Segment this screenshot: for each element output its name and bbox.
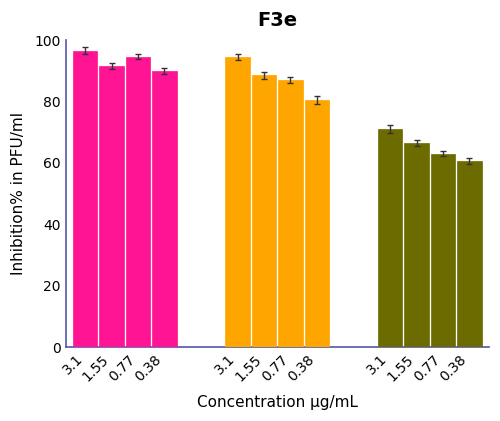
Bar <box>431 154 455 347</box>
Bar <box>126 57 150 347</box>
X-axis label: Concentration μg/mL: Concentration μg/mL <box>197 395 358 410</box>
Bar <box>404 143 428 347</box>
Y-axis label: Inhibition% in PFU/ml: Inhibition% in PFU/ml <box>11 112 26 275</box>
Bar <box>304 100 329 347</box>
Bar <box>278 80 302 347</box>
Bar <box>73 51 98 347</box>
Bar <box>152 71 176 347</box>
Bar <box>457 161 481 347</box>
Bar <box>100 66 124 347</box>
Bar <box>226 57 250 347</box>
Bar <box>252 75 276 347</box>
Bar <box>378 129 402 347</box>
Title: F3e: F3e <box>257 11 298 30</box>
